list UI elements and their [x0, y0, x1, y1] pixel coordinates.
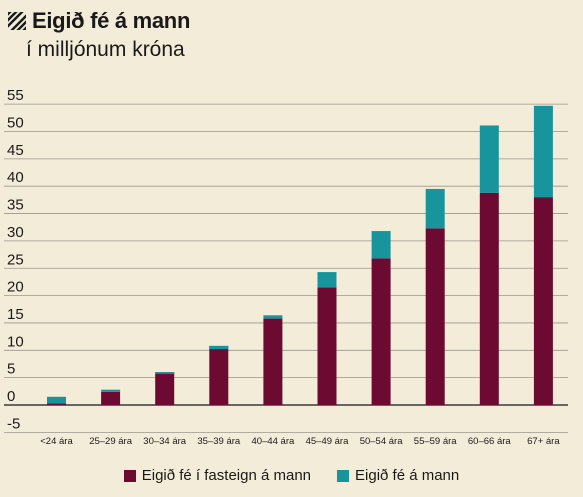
bar-total [479, 125, 499, 193]
bar-property [533, 197, 553, 405]
x-tick-label: 35–39 ára [197, 436, 241, 447]
legend-label-property: Eigið fé í fasteign á mann [141, 467, 312, 484]
legend-item-property: Eigið fé í fasteign á mann [123, 467, 312, 484]
x-tick-label: 50–54 ára [360, 436, 404, 447]
legend-item-total: Eigið fé á mann [337, 467, 459, 484]
x-tick-label: 45–49 ára [306, 436, 350, 447]
bar-property [47, 403, 66, 405]
y-tick-label: 45 [7, 142, 24, 159]
chart-header: Eigið fé á mann í milljónum króna [8, 8, 190, 62]
bar-total [533, 105, 553, 198]
y-tick-label: -5 [7, 415, 20, 432]
bar-property [371, 258, 391, 405]
legend-label-total: Eigið fé á mann [355, 467, 460, 484]
bar-property [101, 391, 121, 405]
bar-total [263, 315, 283, 319]
y-tick-label: 25 [7, 251, 24, 268]
legend-swatch-total [337, 469, 350, 482]
y-tick-label: 15 [7, 306, 24, 323]
bar-total [101, 389, 121, 392]
hatch-icon [8, 12, 26, 30]
bar-total [155, 372, 175, 374]
x-tick-label: 60–66 ára [468, 436, 512, 447]
y-tick-label: 0 [7, 388, 15, 405]
bar-property [263, 318, 283, 405]
title-row: Eigið fé á mann [8, 8, 190, 34]
y-tick-label: 40 [7, 169, 24, 186]
y-tick-label: 30 [7, 224, 24, 241]
x-tick-label: 30–34 ára [143, 436, 187, 447]
legend: Eigið fé í fasteign á mann Eigið fé á ma… [0, 467, 583, 484]
bar-total [209, 345, 229, 350]
y-tick-label: 5 [7, 361, 15, 378]
y-tick-label: 10 [7, 333, 24, 350]
bar-total [425, 188, 445, 229]
x-tick-label: 67+ ára [527, 436, 560, 447]
bar-property [209, 345, 229, 405]
bar-total [371, 231, 391, 259]
chart-subtitle: í milljónum króna [26, 38, 185, 61]
y-tick-label: 35 [7, 197, 24, 214]
bar-property [317, 287, 337, 405]
x-tick-label: 40–44 ára [252, 436, 296, 447]
y-tick-label: 50 [7, 115, 24, 132]
bar-property [425, 228, 445, 405]
x-tick-label: 25–29 ára [89, 436, 133, 447]
x-tick-label: <24 ára [40, 436, 73, 447]
y-tick-label: 55 [7, 87, 24, 104]
bar-total [317, 272, 337, 288]
x-tick-label: 55–59 ára [414, 436, 458, 447]
chart-title: Eigið fé á mann [32, 8, 191, 33]
legend-swatch-property [123, 469, 136, 482]
y-tick-label: 20 [7, 279, 24, 296]
bar-total [47, 396, 66, 404]
bar-property [155, 372, 175, 405]
bar-property [479, 192, 499, 405]
